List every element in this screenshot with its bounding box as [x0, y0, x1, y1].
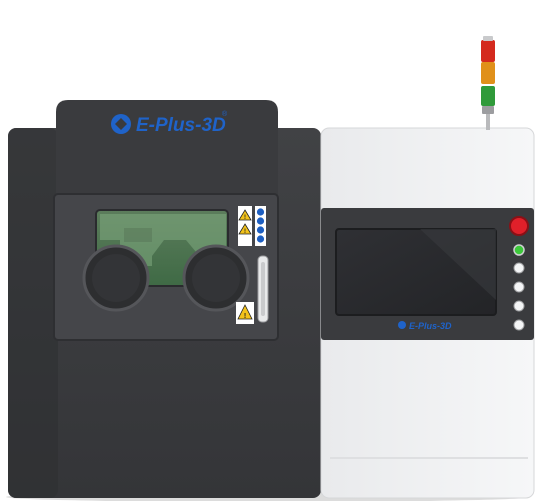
svg-text:!: ! — [244, 313, 246, 320]
brand-logo-icon — [111, 114, 131, 134]
hazard-warning-icon: ! — [236, 302, 254, 324]
signal-tower-icon — [481, 36, 495, 130]
svg-text:!: ! — [244, 229, 246, 235]
ppe-icons — [255, 206, 266, 246]
control-button-2[interactable] — [513, 281, 525, 293]
status-light-green — [513, 244, 525, 256]
registered-mark: ® — [222, 110, 228, 118]
control-button-3[interactable] — [513, 300, 525, 312]
emergency-stop-button[interactable] — [509, 216, 529, 236]
control-button-4[interactable] — [513, 319, 525, 331]
brand-name-top: E-Plus-3D — [136, 115, 226, 136]
laser-warning-icon: ! ! — [238, 206, 252, 246]
svg-text:!: ! — [244, 215, 246, 221]
brand-logo-top: E-Plus-3D ® — [111, 110, 228, 136]
control-button-1[interactable] — [513, 262, 525, 274]
brand-logo-panel: E-Plus-3D — [398, 321, 452, 331]
brand-name-panel: E-Plus-3D — [409, 321, 452, 331]
body-side-shade — [8, 128, 58, 498]
